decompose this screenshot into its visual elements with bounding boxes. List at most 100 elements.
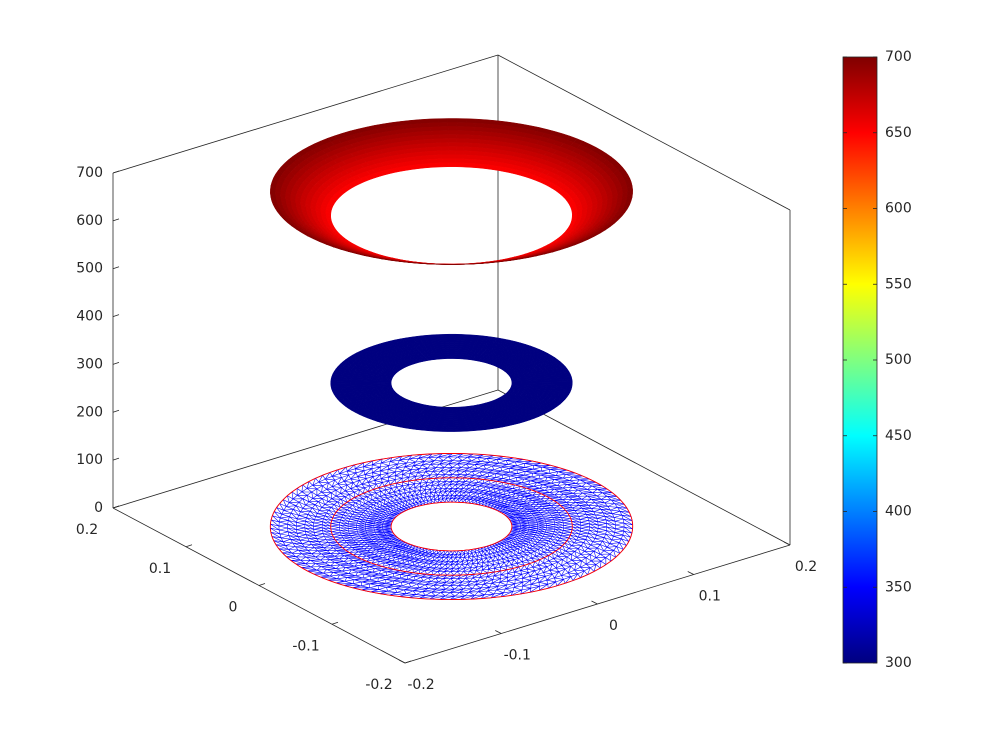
surface-patch [438, 119, 448, 123]
surface-patch [448, 139, 456, 143]
colorbar-tick-label: 500 [885, 352, 912, 368]
z-tick-label: 600 [76, 213, 103, 229]
surface-patch [456, 147, 464, 151]
surface-patch [450, 355, 454, 357]
surface-patch [464, 143, 472, 147]
y-tick-label: 0.2 [76, 522, 98, 538]
surface-patch [527, 381, 532, 383]
surface-patch [557, 382, 562, 384]
surface-patch [450, 351, 454, 353]
surface-patch [457, 135, 466, 139]
surface-patch [562, 379, 567, 382]
colorbar-tick-label: 550 [885, 276, 912, 292]
surface-patch [456, 155, 463, 159]
surface-patch [425, 143, 434, 148]
surface-patch [336, 382, 341, 385]
surface-patch [456, 139, 464, 143]
surface-patch [346, 384, 351, 386]
surface-patch [449, 419, 454, 421]
colorbar-tick-label: 650 [885, 125, 912, 141]
z-tick-label: 500 [76, 261, 103, 277]
surface-patch [472, 428, 479, 430]
colorbar-tick-label: 350 [885, 579, 912, 595]
surface-patch [466, 127, 475, 131]
surface-patch [361, 382, 366, 384]
surface-patch [469, 155, 477, 159]
surface-patch [439, 131, 448, 135]
surface-patch [463, 151, 471, 155]
y-tick-label: -0.2 [365, 677, 392, 693]
surface-patch [420, 123, 430, 128]
surface-patch [471, 143, 480, 148]
surface-patch [454, 430, 460, 432]
surface-patch [336, 379, 341, 382]
surface-patch [346, 379, 351, 381]
surface-patch [456, 159, 463, 163]
surface-patch [431, 135, 440, 139]
z-tick-label: 200 [76, 404, 103, 420]
colorbar-tick-label: 300 [885, 655, 912, 671]
colorbar-tick-label: 450 [885, 428, 912, 444]
surface-patch [429, 429, 436, 431]
surface-patch [439, 123, 448, 127]
surface-patch [464, 139, 473, 143]
surface-patch [466, 119, 476, 123]
surface-patch [457, 131, 466, 135]
surface-patch [449, 411, 453, 413]
surface-patch [341, 382, 346, 384]
surface-patch [448, 127, 457, 131]
surface-patch [532, 380, 537, 382]
surface-patch [567, 379, 572, 382]
surface-patch [441, 143, 449, 147]
surface-patch [442, 163, 449, 167]
surface-patch [440, 139, 448, 143]
surface-patch [457, 123, 466, 127]
surface-patch [422, 131, 431, 136]
z-tick-label: 700 [76, 165, 103, 181]
surface-patch [449, 409, 453, 411]
surface-patch [450, 346, 455, 348]
surface-patch [556, 377, 562, 379]
surface-patch [439, 127, 448, 131]
surface-patch [440, 135, 449, 139]
surface-patch [351, 382, 356, 384]
surface-patch [429, 163, 436, 167]
surface-patch [449, 163, 456, 167]
surface-patch [421, 127, 430, 132]
z-tick-label: 100 [76, 452, 103, 468]
surface-patch [466, 429, 473, 431]
surface-patch [552, 384, 557, 386]
surface-patch [449, 151, 456, 155]
x-tick-label: 0 [609, 618, 618, 634]
surface-patch [435, 155, 443, 159]
surface-patch [547, 382, 552, 384]
surface-patch [448, 135, 456, 139]
surface-patch [460, 429, 467, 431]
surface-patch [428, 159, 435, 163]
surface-patch [331, 379, 336, 382]
surface-patch [448, 430, 454, 432]
surface-patch [432, 139, 441, 143]
surface-patch [450, 344, 455, 346]
y-tick-label: 0.1 [149, 561, 171, 577]
y-tick-label: -0.1 [292, 638, 319, 654]
surface-patch [371, 380, 376, 382]
surface-patch [449, 147, 457, 151]
surface-patch [448, 119, 458, 123]
surface-patch [449, 413, 453, 415]
surface-patch [456, 151, 464, 155]
x-tick-label: -0.1 [504, 648, 531, 664]
surface-patch [449, 159, 456, 163]
surface-patch [428, 155, 436, 159]
surface-patch [441, 151, 449, 155]
surface-patch [470, 151, 478, 156]
surface-patch [567, 384, 572, 387]
surface-patch [433, 147, 441, 151]
z-tick-label: 400 [76, 309, 103, 325]
surface-patch [449, 417, 454, 419]
surface-patch [366, 382, 371, 384]
surface-patch [426, 147, 434, 151]
surface-patch [448, 422, 453, 424]
surface-patch [430, 123, 440, 127]
